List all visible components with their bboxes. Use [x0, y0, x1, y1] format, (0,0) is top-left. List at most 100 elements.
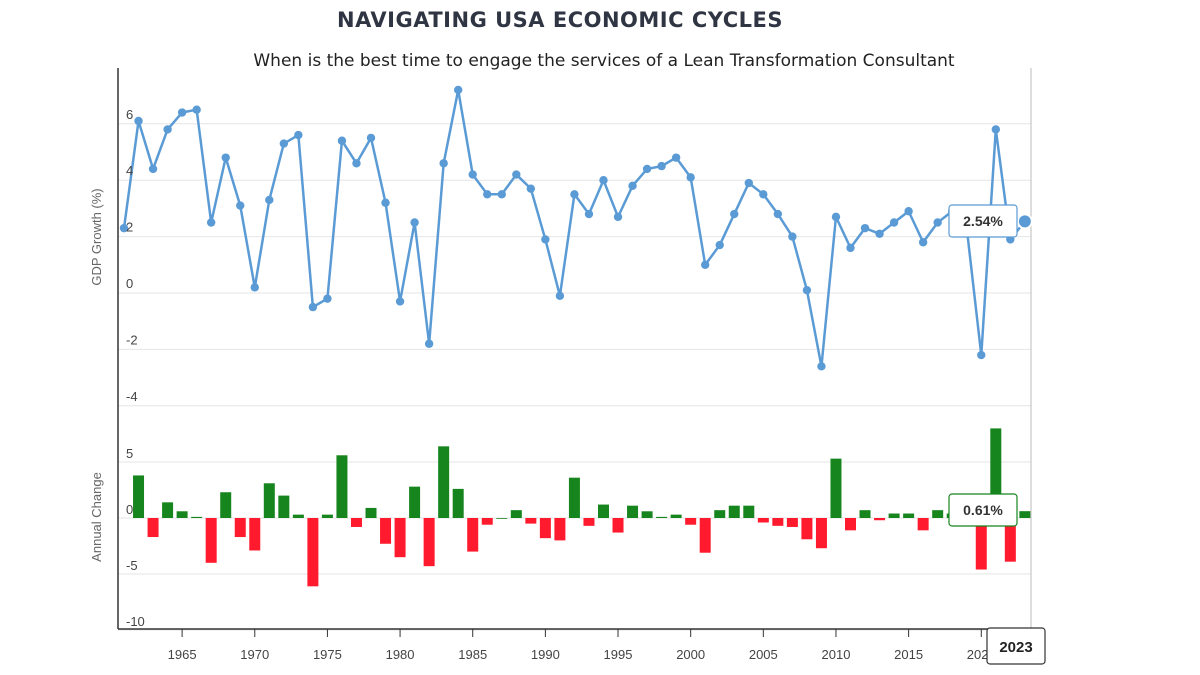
gdp-data-point[interactable]: [831, 212, 841, 222]
annual-change-bar[interactable]: [568, 477, 580, 518]
annual-change-bar[interactable]: [147, 518, 159, 538]
gdp-data-point[interactable]: [439, 159, 448, 168]
gdp-data-point[interactable]: [904, 207, 913, 216]
annual-change-bar[interactable]: [133, 475, 145, 518]
gdp-data-point[interactable]: [163, 125, 172, 134]
gdp-data-point[interactable]: [759, 190, 768, 199]
gdp-data-point[interactable]: [918, 238, 928, 247]
gdp-data-point[interactable]: [875, 229, 884, 238]
gdp-data-point[interactable]: [599, 176, 608, 185]
annual-change-bar[interactable]: [394, 518, 406, 558]
annual-change-bar[interactable]: [1019, 511, 1031, 518]
annual-change-bar[interactable]: [554, 518, 566, 541]
annual-change-bar[interactable]: [365, 507, 377, 518]
gdp-data-point[interactable]: [657, 161, 666, 171]
gdp-data-point[interactable]: [294, 130, 303, 140]
annual-change-bar[interactable]: [380, 518, 392, 544]
annual-change-bar[interactable]: [714, 510, 726, 518]
annual-change-bar[interactable]: [728, 505, 740, 518]
gdp-data-point[interactable]: [701, 260, 710, 269]
gdp-data-point[interactable]: [250, 283, 259, 292]
annual-change-bar[interactable]: [467, 518, 479, 552]
annual-change-bar[interactable]: [888, 513, 900, 518]
annual-change-bar[interactable]: [1004, 518, 1016, 562]
gdp-data-point[interactable]: [526, 184, 536, 193]
gdp-data-point[interactable]: [860, 223, 870, 233]
gdp-data-point[interactable]: [686, 173, 695, 182]
annual-change-bar[interactable]: [903, 513, 915, 518]
gdp-data-point[interactable]: [119, 223, 129, 233]
annual-change-bar[interactable]: [307, 518, 319, 587]
gdp-data-point[interactable]: [453, 85, 463, 95]
annual-change-bar[interactable]: [917, 518, 929, 531]
gdp-data-point[interactable]: [802, 285, 812, 295]
gdp-data-point[interactable]: [483, 190, 492, 199]
annual-change-bar[interactable]: [220, 492, 232, 518]
annual-change-bar[interactable]: [685, 518, 697, 525]
gdp-data-point[interactable]: [541, 235, 550, 244]
annual-change-bar[interactable]: [801, 518, 813, 540]
annual-change-bar[interactable]: [699, 518, 711, 553]
annual-change-bar[interactable]: [452, 488, 464, 518]
annual-change-bar[interactable]: [743, 505, 755, 518]
gdp-data-point[interactable]: [788, 232, 797, 241]
annual-change-bar[interactable]: [990, 428, 1002, 518]
gdp-data-point[interactable]: [410, 218, 419, 227]
gdp-data-point[interactable]: [933, 218, 942, 227]
annual-change-bar[interactable]: [597, 504, 609, 518]
gdp-data-point[interactable]: [468, 170, 477, 179]
gdp-data-point[interactable]: [192, 105, 201, 114]
annual-change-bar[interactable]: [815, 518, 827, 549]
annual-change-bar[interactable]: [205, 518, 217, 563]
gdp-data-point[interactable]: [221, 153, 230, 162]
annual-change-bar[interactable]: [670, 514, 682, 518]
annual-change-bar[interactable]: [539, 518, 551, 539]
gdp-data-point[interactable]: [715, 240, 724, 250]
annual-change-bar[interactable]: [975, 518, 987, 570]
annual-change-bar[interactable]: [249, 518, 261, 551]
annual-change-bar[interactable]: [176, 511, 188, 518]
gdp-data-point[interactable]: [265, 195, 274, 205]
gdp-data-point[interactable]: [846, 243, 855, 253]
annual-change-bar[interactable]: [510, 510, 522, 518]
annual-change-bar[interactable]: [321, 514, 333, 518]
annual-change-bar[interactable]: [859, 510, 871, 518]
annual-change-bar[interactable]: [874, 518, 886, 521]
annual-change-bar[interactable]: [612, 518, 624, 533]
gdp-data-point[interactable]: [323, 294, 332, 303]
annual-change-bar[interactable]: [772, 518, 784, 526]
gdp-data-point[interactable]: [642, 164, 652, 174]
gdp-data-point[interactable]: [236, 201, 245, 210]
gdp-data-point[interactable]: [889, 218, 899, 227]
gdp-data-point[interactable]: [395, 297, 405, 306]
hover-point-marker[interactable]: [1016, 213, 1033, 230]
gdp-data-point[interactable]: [570, 190, 579, 199]
gdp-data-point[interactable]: [628, 181, 637, 191]
annual-change-bar[interactable]: [932, 510, 944, 518]
annual-change-bar[interactable]: [350, 518, 362, 527]
gdp-data-point[interactable]: [512, 170, 521, 179]
annual-change-bar[interactable]: [162, 502, 174, 518]
gdp-data-point[interactable]: [381, 198, 390, 207]
annual-change-bar[interactable]: [525, 518, 537, 524]
gdp-data-point[interactable]: [352, 159, 361, 168]
gdp-data-point[interactable]: [206, 218, 216, 227]
annual-change-bar[interactable]: [757, 518, 769, 523]
annual-change-bar[interactable]: [641, 511, 653, 518]
annual-change-bar[interactable]: [496, 518, 508, 519]
annual-change-bar[interactable]: [191, 516, 203, 518]
gdp-data-point[interactable]: [424, 339, 434, 348]
gdp-data-point[interactable]: [773, 209, 783, 219]
gdp-data-point[interactable]: [744, 178, 753, 188]
annual-change-bar[interactable]: [278, 495, 290, 518]
gdp-data-point[interactable]: [177, 108, 187, 117]
annual-change-bar[interactable]: [845, 518, 856, 531]
gdp-data-point[interactable]: [613, 212, 623, 222]
annual-change-bar[interactable]: [409, 486, 421, 518]
gdp-data-point[interactable]: [497, 190, 506, 199]
annual-change-bar[interactable]: [292, 514, 304, 518]
annual-change-bar[interactable]: [263, 483, 275, 518]
gdp-data-point[interactable]: [991, 125, 1000, 134]
gdp-data-point[interactable]: [555, 291, 565, 301]
gdp-data-point[interactable]: [671, 153, 681, 162]
